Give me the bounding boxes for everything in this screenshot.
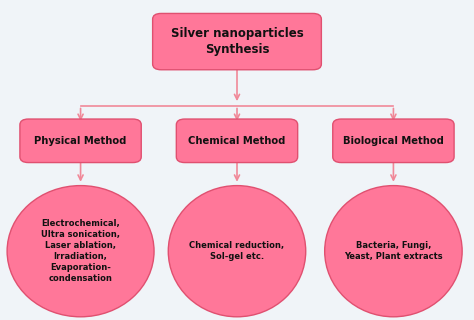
Ellipse shape — [325, 186, 462, 317]
Ellipse shape — [7, 186, 154, 317]
Text: Chemical Method: Chemical Method — [188, 136, 286, 146]
Ellipse shape — [168, 186, 306, 317]
Text: Electrochemical,
Ultra sonication,
Laser ablation,
Irradiation,
Evaporation-
con: Electrochemical, Ultra sonication, Laser… — [41, 219, 120, 284]
Text: Biological Method: Biological Method — [343, 136, 444, 146]
Text: Silver nanoparticles
Synthesis: Silver nanoparticles Synthesis — [171, 27, 303, 56]
Text: Chemical reduction,
Sol-gel etc.: Chemical reduction, Sol-gel etc. — [190, 241, 284, 261]
Text: Bacteria, Fungi,
Yeast, Plant extracts: Bacteria, Fungi, Yeast, Plant extracts — [344, 241, 443, 261]
FancyBboxPatch shape — [153, 13, 321, 70]
Text: Physical Method: Physical Method — [35, 136, 127, 146]
FancyBboxPatch shape — [333, 119, 454, 163]
FancyBboxPatch shape — [176, 119, 298, 163]
FancyBboxPatch shape — [20, 119, 141, 163]
